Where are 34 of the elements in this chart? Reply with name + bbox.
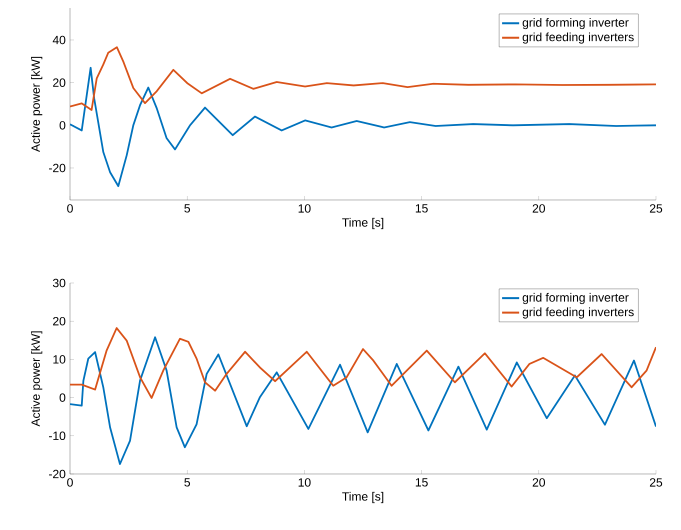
x-tick-label: 10 [298, 478, 311, 487]
y-tick-label: 40 [52, 36, 66, 44]
line-series [70, 66, 656, 188]
x-tick-label: 25 [650, 204, 662, 213]
line-series [70, 46, 656, 111]
x-axis-title: Time [s] [342, 218, 384, 230]
x-tick-label: 5 [184, 204, 190, 213]
y-axis-title: Active power [kW] [31, 56, 42, 152]
x-tick-label: 5 [184, 478, 190, 487]
y-tick-label: 20 [53, 78, 66, 87]
x-tick-label: 25 [650, 478, 662, 487]
y-axis-title: Active power [kW] [31, 331, 42, 426]
line-series [70, 327, 656, 399]
x-tick-label: 15 [416, 478, 428, 487]
x-tick-label: 20 [532, 204, 546, 213]
x-tick-label: 20 [532, 478, 546, 487]
x-tick-label: 0 [67, 478, 73, 487]
y-tick-label: 20 [53, 316, 66, 326]
legend-label: grid feeding inverters [522, 307, 634, 319]
x-tick-label: 10 [298, 204, 311, 213]
legend-label: grid forming inverter [522, 18, 629, 30]
y-tick-label: 0 [60, 393, 66, 402]
y-tick-label: -20 [48, 164, 66, 172]
y-tick-label: 30 [52, 278, 66, 288]
y-tick-label: -10 [48, 432, 66, 440]
line-series [70, 336, 656, 465]
legend-label: grid forming inverter [522, 292, 629, 304]
y-tick-label: -20 [48, 470, 66, 478]
x-axis-title: Time [s] [342, 492, 384, 504]
y-tick-label: 0 [60, 121, 66, 130]
y-tick-label: 10 [53, 355, 66, 364]
x-tick-label: 15 [416, 204, 428, 213]
legend-label: grid feeding inverters [522, 32, 634, 44]
x-tick-label: 0 [67, 204, 73, 213]
